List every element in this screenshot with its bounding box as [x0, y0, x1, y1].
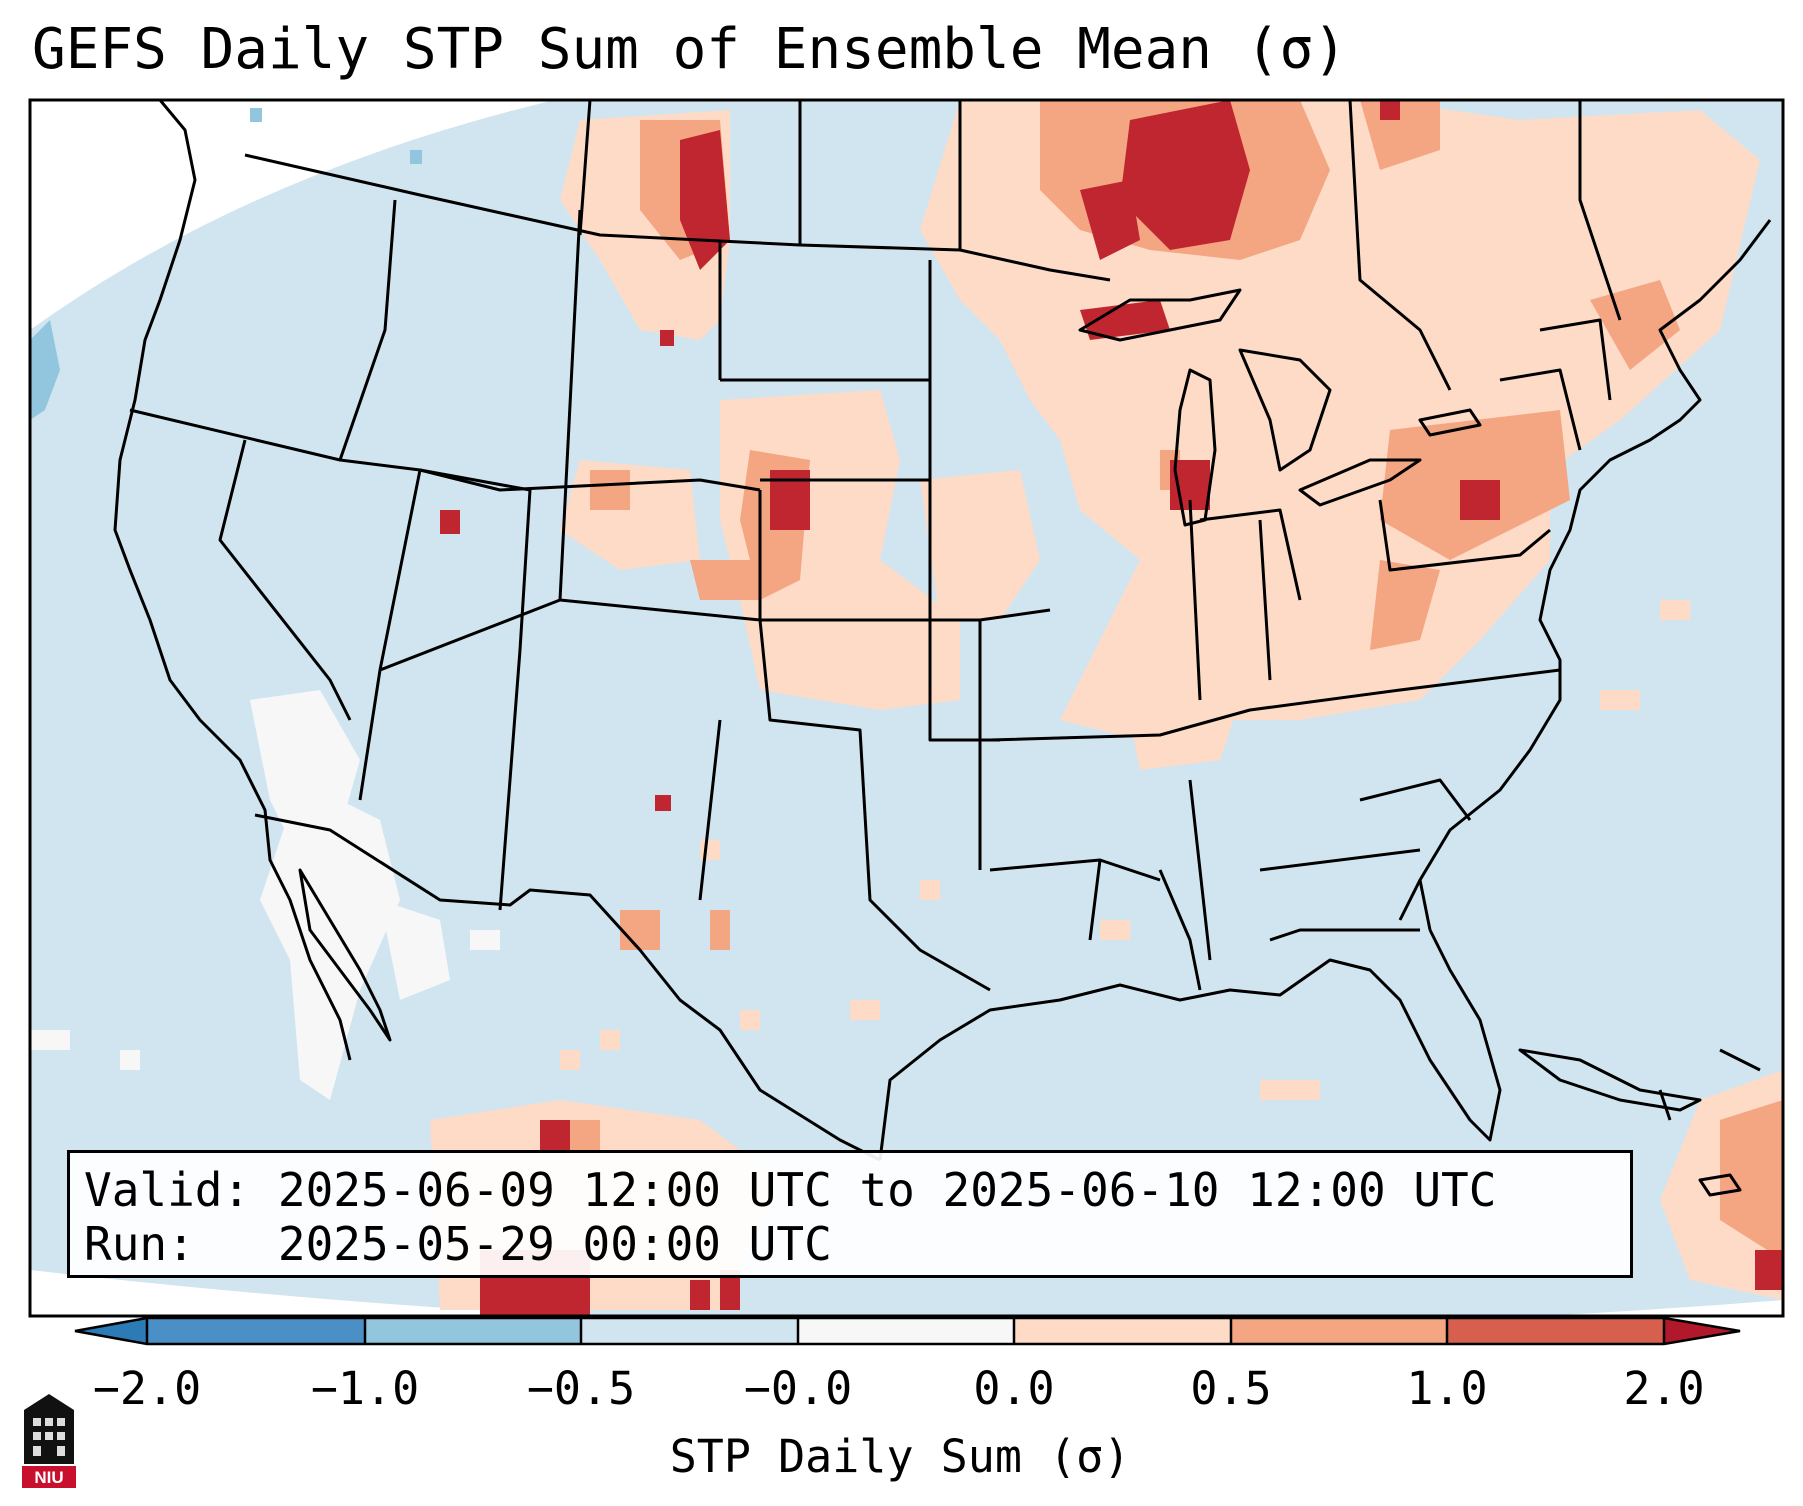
negative-region	[30, 108, 422, 420]
valid-value: 2025-06-09 12:00 UTC to 2025-06-10 12:00…	[277, 1163, 1497, 1217]
colorbar-extend-high	[1664, 1318, 1740, 1344]
lake-erie	[1298, 458, 1422, 507]
valid-label: Valid:	[84, 1163, 251, 1217]
colorbar-bin	[1447, 1318, 1664, 1344]
baja-coast	[298, 868, 392, 1042]
colorbar-tick-label: −1.0	[310, 1362, 420, 1415]
colorbar-bin	[1231, 1318, 1447, 1344]
colorbar-tick-label: −0.5	[526, 1362, 636, 1415]
chart-title: GEFS Daily STP Sum of Ensemble Mean (σ)	[32, 17, 1347, 82]
us-mexico-border	[254, 813, 881, 1162]
colorbar-tick-label: 2.0	[1623, 1362, 1705, 1415]
niu-logo: NIU	[22, 1394, 76, 1488]
lake-superior	[1078, 288, 1242, 342]
colorbar-bin	[581, 1318, 798, 1344]
colorbar-tick-label: 0.0	[973, 1362, 1055, 1415]
run-value: 2025-05-29 00:00 UTC	[277, 1217, 832, 1271]
colorbar-bin	[147, 1318, 365, 1344]
colorbar-bin	[1014, 1318, 1231, 1344]
gulf-coastline	[878, 929, 1502, 1161]
run-label: Run:	[84, 1217, 195, 1271]
lake-huron	[1238, 348, 1332, 472]
colorbar-tick-label: −2.0	[92, 1362, 202, 1415]
logo-text: NIU	[34, 1468, 63, 1487]
colorbar-bin	[798, 1318, 1014, 1344]
near-zero-region	[30, 690, 500, 1100]
positive-high-region	[440, 100, 1783, 1316]
lake-ontario	[1418, 408, 1482, 437]
colorbar-tick-label: 1.0	[1406, 1362, 1488, 1415]
map-frame	[28, 98, 1785, 1318]
lake-michigan	[1173, 368, 1217, 527]
atlantic-coastline	[1418, 219, 1772, 931]
boundaries	[113, 100, 1772, 1197]
colorbar	[74, 1316, 1741, 1346]
valid-row: Valid: 2025-06-09 12:00 UTC to 2025-06-1…	[84, 1163, 1616, 1217]
colorbar-bin	[365, 1318, 581, 1344]
colorbar-tick-label: −0.0	[743, 1362, 853, 1415]
colorbar-tick-label: 0.5	[1190, 1362, 1272, 1415]
colorbar-extend-low	[75, 1318, 147, 1344]
pacific-coastline	[113, 100, 352, 1061]
cuba	[1518, 1048, 1702, 1112]
valid-time-box: Valid: 2025-06-09 12:00 UTC to 2025-06-1…	[67, 1150, 1633, 1278]
run-row: Run: 2025-05-29 00:00 UTC	[84, 1217, 1616, 1271]
colorbar-label: STP Daily Sum (σ)	[669, 1430, 1131, 1483]
